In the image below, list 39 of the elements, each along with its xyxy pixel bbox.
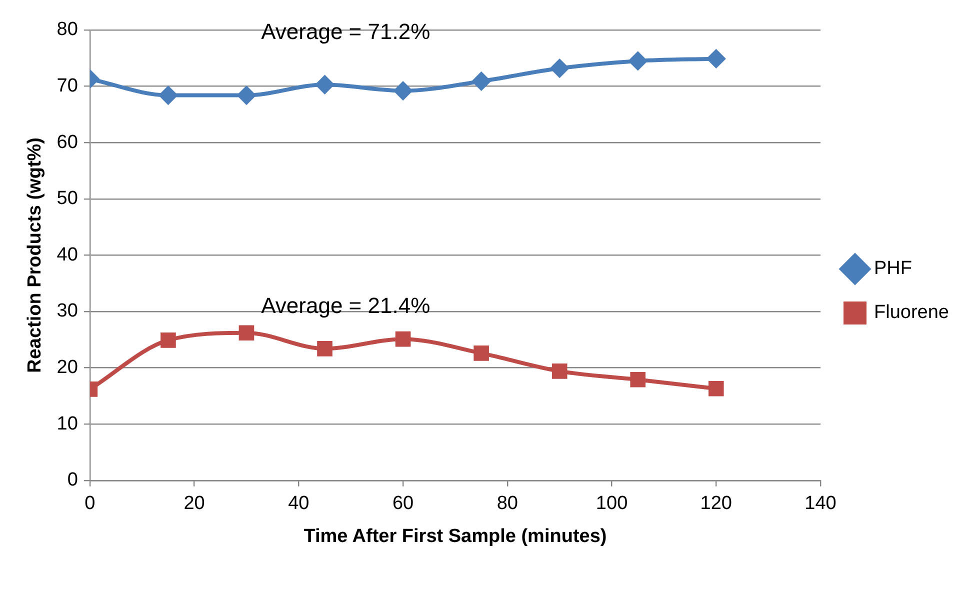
annotation: Average = 71.2% — [261, 18, 430, 44]
point — [550, 59, 569, 78]
legend-label: PHF — [874, 258, 912, 280]
x-axis-title: Time After First Sample (minutes) — [304, 526, 607, 547]
point — [472, 72, 490, 90]
y-tick-label: 30 — [56, 300, 78, 322]
y-tick-label: 40 — [56, 244, 78, 266]
point — [474, 346, 489, 361]
point — [237, 86, 256, 104]
x-tick-label: 80 — [496, 493, 518, 514]
x-tick-label: 20 — [184, 493, 205, 514]
y-tick-label: 60 — [56, 132, 78, 153]
point — [552, 364, 568, 379]
y-tick-label: 50 — [56, 188, 78, 210]
y-tick-label: 70 — [56, 76, 78, 97]
x-tick-label: 60 — [392, 493, 414, 514]
point — [159, 86, 178, 104]
legend-label: Fluorene — [874, 302, 950, 324]
point — [317, 341, 332, 356]
x-tick-label: 140 — [804, 493, 836, 514]
y-axis-title: Reaction Products (wgt%) — [24, 137, 46, 373]
point — [630, 372, 646, 388]
y-tick-label: 80 — [56, 19, 78, 40]
point — [160, 332, 176, 348]
point — [395, 331, 411, 347]
point — [394, 82, 412, 100]
point — [628, 52, 647, 70]
point — [708, 380, 724, 396]
point — [316, 76, 334, 94]
y-tick-label: 20 — [56, 357, 78, 378]
point — [238, 325, 254, 341]
x-tick-label: 0 — [84, 493, 96, 514]
y-tick-label: 0 — [67, 470, 78, 491]
point — [707, 50, 726, 68]
x-tick-label: 100 — [596, 493, 628, 514]
annotation: Average = 21.4% — [261, 292, 430, 318]
x-tick-label: 40 — [288, 493, 310, 514]
x-tick-label: 120 — [700, 493, 732, 514]
y-tick-label: 10 — [56, 413, 78, 434]
